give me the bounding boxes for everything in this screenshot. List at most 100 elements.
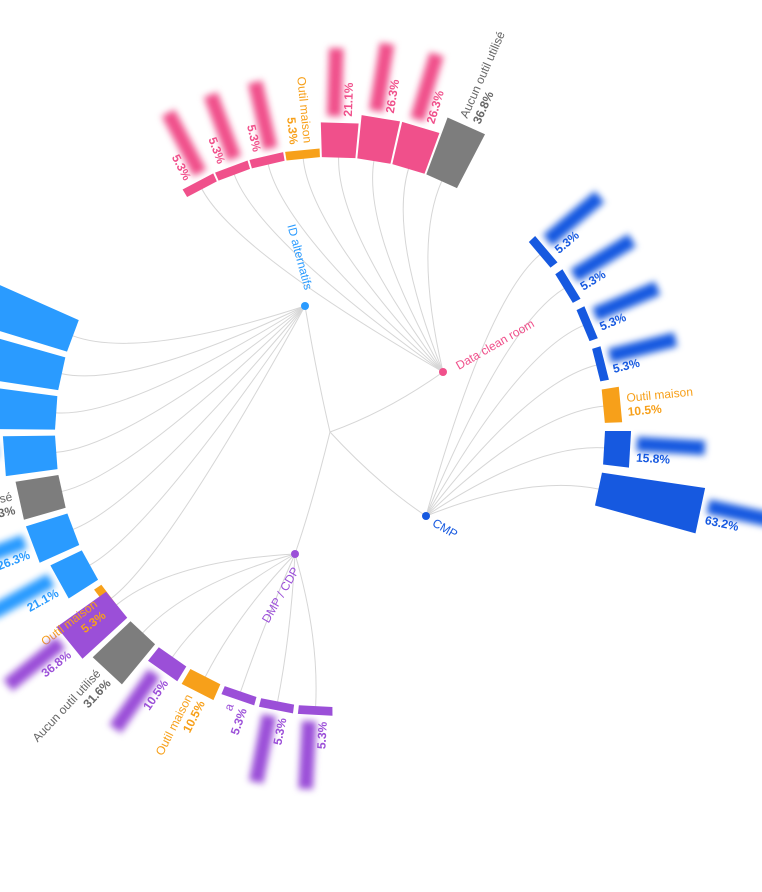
label-dcr-2: ████████26.3% bbox=[369, 42, 402, 114]
item-name-dmp-6: ████████ bbox=[298, 720, 317, 789]
bar-cmp-6 bbox=[528, 235, 558, 268]
link-dcr-7 bbox=[201, 188, 444, 373]
link-cmp-1 bbox=[425, 447, 605, 517]
bar-cmp-1 bbox=[603, 430, 632, 468]
link-cmp-5 bbox=[425, 287, 565, 517]
bar-cmp-5 bbox=[555, 269, 581, 303]
link-root-dcr bbox=[329, 371, 444, 433]
label-dmp-6: ████████5.3% bbox=[298, 720, 330, 789]
link-root-cmp bbox=[329, 431, 427, 517]
item-name-dcr-4: Outil maison bbox=[294, 76, 314, 144]
item-percent-cmp-1: 15.8% bbox=[636, 451, 671, 467]
bar-dcr-6 bbox=[215, 160, 251, 181]
link-id-4 bbox=[61, 305, 306, 493]
label-dcr-1: ████████26.3% bbox=[410, 52, 447, 126]
label-id-5: ████████26.3% bbox=[0, 535, 32, 573]
item-name-cmp-4: ████████ bbox=[592, 281, 661, 321]
item-percent-dmp-5: 5.3% bbox=[270, 716, 289, 746]
item-percent-dmp-6: 5.3% bbox=[314, 721, 329, 749]
bar-dmp-5 bbox=[258, 698, 295, 714]
bar-dcr-4 bbox=[285, 148, 320, 161]
bar-id-4 bbox=[15, 475, 66, 520]
group-node-dcr bbox=[439, 368, 447, 376]
label-cmp-6: ████████5.3% bbox=[543, 191, 605, 257]
bar-id-2 bbox=[0, 388, 58, 430]
link-id-1 bbox=[61, 305, 306, 377]
group-nodes: ID alternatifs Data clean room CMP DMP / CD… bbox=[259, 223, 537, 626]
bar-id-6 bbox=[50, 550, 99, 599]
bar-dcr-3 bbox=[320, 122, 359, 159]
link-dcr-1 bbox=[402, 168, 444, 373]
link-cmp-0 bbox=[425, 484, 600, 517]
bar-dcr-1 bbox=[392, 121, 440, 174]
link-id-7 bbox=[110, 305, 306, 599]
label-dcr-7: ████████5.3% bbox=[161, 109, 206, 183]
bar-id-1 bbox=[0, 338, 66, 391]
item-name-cmp-1: ████████ bbox=[636, 437, 705, 456]
link-root-dmp bbox=[294, 431, 331, 555]
bar-dmp-4 bbox=[221, 686, 257, 706]
bar-dcr-5 bbox=[249, 152, 285, 169]
label-dmp-0: ████████36.8% bbox=[3, 637, 74, 692]
link-dcr-4 bbox=[302, 158, 444, 373]
bar-dcr-7 bbox=[182, 173, 217, 198]
label-cmp-0: ████████63.2% bbox=[704, 499, 762, 534]
bar-dcr-2 bbox=[357, 115, 400, 164]
bar-id-3 bbox=[2, 435, 58, 477]
bar-dmp-6 bbox=[297, 705, 333, 716]
item-percent-cmp-0: 63.2% bbox=[704, 513, 741, 534]
link-cmp-2 bbox=[425, 405, 604, 517]
label-dcr-5: ████████5.3% bbox=[244, 80, 278, 153]
bar-cmp-0 bbox=[594, 472, 706, 534]
bar-dmp-2 bbox=[148, 647, 187, 682]
link-dmp-2 bbox=[171, 553, 296, 658]
group-node-cmp bbox=[422, 512, 430, 520]
link-id-2 bbox=[55, 305, 306, 414]
label-cmp-4: ████████5.3% bbox=[592, 281, 661, 333]
link-dmp-4 bbox=[239, 553, 296, 693]
link-dmp-6 bbox=[294, 553, 317, 707]
label-dcr-3: ████████21.1% bbox=[327, 47, 356, 117]
link-id-5 bbox=[72, 305, 306, 530]
bar-cmp-2 bbox=[601, 386, 623, 423]
item-percent-cmp-3: 5.3% bbox=[611, 356, 641, 376]
bar-dmp-1 bbox=[92, 621, 156, 685]
link-cmp-4 bbox=[425, 324, 584, 517]
link-dcr-2 bbox=[372, 160, 444, 373]
item-percent-cmp-2: 10.5% bbox=[627, 402, 663, 419]
link-id-0 bbox=[72, 305, 306, 344]
label-cmp-1: ████████15.8% bbox=[636, 437, 706, 467]
link-dcr-5 bbox=[267, 163, 444, 373]
label-id-6: ████████21.1% bbox=[0, 573, 61, 619]
link-dmp-3 bbox=[204, 553, 296, 678]
item-percent-id-4: 26.3% bbox=[0, 503, 17, 524]
link-root-id bbox=[304, 305, 331, 433]
bar-cmp-3 bbox=[592, 346, 609, 382]
group-node-dmp bbox=[291, 550, 299, 558]
bar-id-0 bbox=[0, 285, 79, 352]
group-label-cmp: CMP bbox=[430, 516, 460, 541]
tree-links bbox=[55, 157, 605, 707]
link-dcr-6 bbox=[233, 174, 444, 373]
bar-layer bbox=[0, 115, 706, 716]
group-label-id: ID alternatifs bbox=[284, 223, 315, 292]
group-node-id bbox=[301, 302, 309, 310]
bar-dcr-0 bbox=[426, 117, 486, 189]
item-percent-dcr-2: 26.3% bbox=[383, 78, 402, 114]
label-cmp-3: ████████5.3% bbox=[608, 332, 678, 376]
label-dmp-4: a5.3% bbox=[221, 701, 250, 736]
link-cmp-3 bbox=[425, 364, 597, 517]
item-percent-dcr-5: 5.3% bbox=[244, 123, 264, 153]
bar-cmp-4 bbox=[576, 306, 598, 342]
item-name-cmp-2: Outil maison bbox=[626, 385, 694, 405]
item-percent-dcr-3: 21.1% bbox=[341, 82, 356, 117]
link-id-6 bbox=[89, 305, 306, 566]
bar-id-5 bbox=[25, 513, 80, 563]
